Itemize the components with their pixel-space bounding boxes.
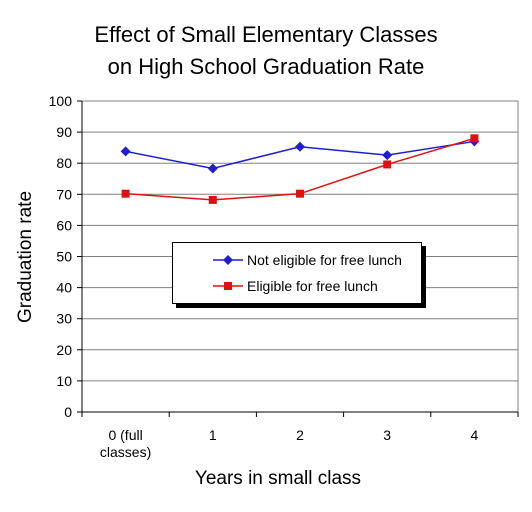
- data-point-square: [296, 189, 304, 198]
- legend: Not eligible for free lunch Eligible for…: [172, 242, 422, 304]
- data-point-diamond: [207, 163, 218, 174]
- x-tick-label: 1: [209, 427, 217, 443]
- y-tick-label: 30: [56, 311, 72, 327]
- legend-label: Not eligible for free lunch: [247, 252, 402, 268]
- x-tick-label: classes): [100, 444, 151, 460]
- data-point-square: [208, 195, 217, 204]
- chart-title-line-2: on High School Graduation Rate: [107, 54, 425, 79]
- series-lines: [120, 134, 480, 204]
- data-point-square: [470, 134, 479, 143]
- y-tick-label: 20: [56, 342, 72, 358]
- x-tick-label: 4: [471, 427, 479, 443]
- y-tick-label: 90: [56, 124, 72, 140]
- y-tick-label: 60: [56, 217, 72, 233]
- chart-title-line-1: Effect of Small Elementary Classes: [94, 22, 438, 47]
- data-point-diamond: [120, 146, 131, 157]
- y-tick-label: 0: [64, 404, 72, 420]
- data-point-diamond: [295, 141, 305, 152]
- data-point-square: [383, 160, 392, 169]
- series-2: [121, 134, 479, 204]
- y-tick-label: 70: [56, 186, 72, 202]
- square-marker-icon: [213, 282, 243, 290]
- data-point-diamond: [382, 150, 393, 161]
- grid-lines: [82, 131, 518, 382]
- legend-label: Eligible for free lunch: [247, 278, 378, 294]
- y-tick-label: 40: [56, 280, 72, 296]
- x-tick-label: 2: [296, 427, 304, 443]
- y-tick-label: 80: [56, 155, 72, 171]
- x-tick-label: 0 (full: [108, 427, 142, 443]
- data-point-square: [121, 189, 130, 198]
- y-tick-label: 100: [49, 93, 73, 109]
- diamond-marker-icon: [213, 255, 243, 265]
- y-tick-label: 50: [56, 249, 72, 265]
- x-axis-label: Years in small class: [195, 468, 361, 489]
- y-axis: 0 10 20 30 40 50 60 70 80 90 100: [49, 93, 83, 420]
- y-axis-label: Graduation rate: [15, 191, 36, 323]
- x-tick-label: 3: [383, 427, 391, 443]
- y-tick-label: 10: [56, 373, 72, 389]
